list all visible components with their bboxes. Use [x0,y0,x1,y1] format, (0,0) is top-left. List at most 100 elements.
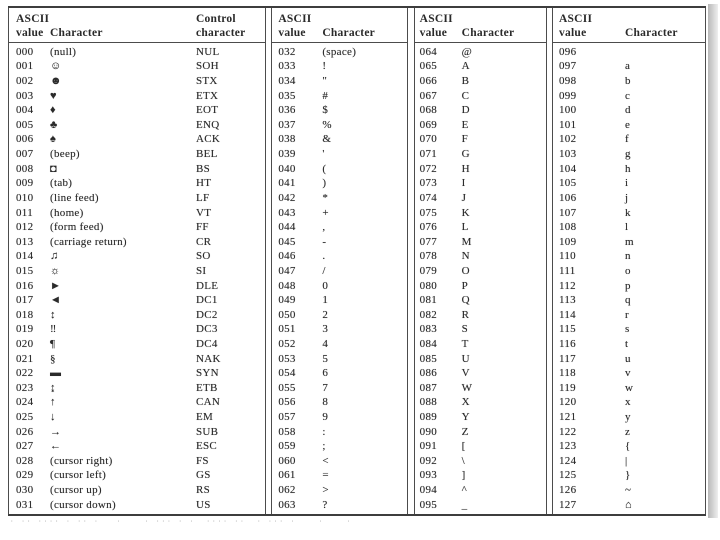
character-cell: C [461,89,470,102]
column-header-character: Character [461,27,515,39]
table-row: 117 u [553,352,705,367]
character-cell: ☼ [50,264,61,277]
ascii-value-cell: 039 [278,148,296,161]
ascii-value-cell: 115 [558,323,576,336]
ascii-value-cell: 125 [558,469,577,482]
control-character-cell: SUB [196,425,219,438]
character-cell: ( [322,162,327,175]
character-cell: = [322,469,329,482]
ascii-value-cell: 000 [16,45,34,58]
ascii-value-cell: 121 [558,411,577,424]
table-row: 012 (form feed) FF [9,220,265,235]
table-row: 040 ( [272,162,407,177]
ascii-value-cell: 098 [558,75,577,88]
character-cell: ‼ [50,323,57,336]
table-row: 020 ¶ DC4 [9,337,265,352]
table-row: 125} [553,469,705,484]
ascii-value-cell: 056 [278,396,296,409]
character-cell: ☺ [50,60,62,73]
ascii-value-cell: 073 [419,177,438,190]
table-row: 107 k [553,206,705,221]
table-row: 084 T [415,337,546,352]
ascii-value-cell: 022 [16,367,34,380]
character-cell: " [322,75,328,88]
table-row: 032 (space) [272,45,407,60]
character-cell: p [624,279,631,292]
table-row: 009 (tab) HT [9,176,265,191]
table-row: 123 { [553,439,705,454]
ascii-value-cell: 078 [419,250,438,263]
character-cell: U [461,352,470,365]
character-cell: D [461,104,470,117]
character-cell: ↕ [50,308,56,321]
character-cell: (null) [50,45,77,58]
character-cell: (home) [50,206,84,219]
character-cell: (cursor left) [50,469,107,482]
table-row: 114 r [553,308,705,323]
ascii-value-cell: 127 [558,498,577,511]
ascii-value-cell: 017 [16,294,34,307]
character-cell: < [322,454,329,467]
ascii-value-cell: 037 [278,118,296,131]
character-cell: ► [50,279,62,292]
table-row: 021 § NAK [9,352,265,367]
ascii-value-cell: 059 [278,440,296,453]
table-row: 082 R [415,308,546,323]
table-row: 022 ▬ SYN [9,366,265,381]
ascii-value-cell: 107 [558,206,577,219]
character-cell: 7 [322,381,329,394]
character-cell: a [624,60,631,73]
ascii-value-cell: 084 [419,337,438,350]
table-row: 075 K [415,206,546,221]
ascii-value-cell: 091 [419,440,438,453]
table-row: 111 o [553,264,705,279]
ascii-value-cell: 050 [278,308,296,321]
control-character-cell: GS [196,469,211,482]
panel-header: ASCII value Character [414,8,546,43]
ascii-value-cell: 054 [278,367,296,380]
column-header-character: Character [322,27,376,39]
character-cell: W [461,381,473,394]
character-cell: y [624,411,631,424]
ascii-value-cell: 100 [558,104,577,117]
table-row: 041) [272,176,407,191]
character-cell: ↓ [50,411,56,424]
table-row: 116 t [553,337,705,352]
character-cell: ⌂ [624,498,632,511]
ascii-value-cell: 025 [16,411,34,424]
control-character-cell: SO [196,250,211,263]
table-row: 015 ☼ SI [9,264,265,279]
ascii-value-cell: 068 [419,104,438,117]
table-row: 076 L [415,220,546,235]
ascii-value-cell: 095 [419,498,438,511]
character-cell: (form feed) [50,221,104,234]
table-row: 019 ‼ DC3 [9,323,265,338]
ascii-value-cell: 126 [558,484,577,497]
ascii-value-cell: 045 [278,235,296,248]
table-row: 119 w [553,381,705,396]
character-cell: M [461,235,472,248]
ascii-value-cell: 092 [419,454,438,467]
table-row: 023 ↨ ETB [9,381,265,396]
ascii-value-cell: 053 [278,352,296,365]
column-header-control-character: Control character [196,13,246,39]
table-row: 037% [272,118,407,133]
ascii-value-cell: 043 [278,206,296,219]
ascii-value-cell: 005 [16,118,34,131]
ascii-value-cell: 102 [558,133,577,146]
character-cell: i [624,177,629,190]
character-cell: $ [322,104,329,117]
ascii-value-cell: 101 [558,118,577,131]
table-row: 115 s [553,323,705,338]
ascii-value-cell: 060 [278,454,296,467]
character-cell: ] [461,469,466,482]
character-cell: d [624,104,631,117]
ascii-value-cell: 111 [558,264,576,277]
caption-illegible-marks: · ·· ···· · ·· · · · ··· · · ···· ·· · ·… [10,518,353,525]
table-row: 085 U [415,352,546,367]
table-row: 070 F [415,133,546,148]
ascii-value-cell: 032 [278,45,296,58]
character-cell: f [624,133,629,146]
character-cell: (space) [322,45,357,58]
ascii-value-cell: 079 [419,264,438,277]
